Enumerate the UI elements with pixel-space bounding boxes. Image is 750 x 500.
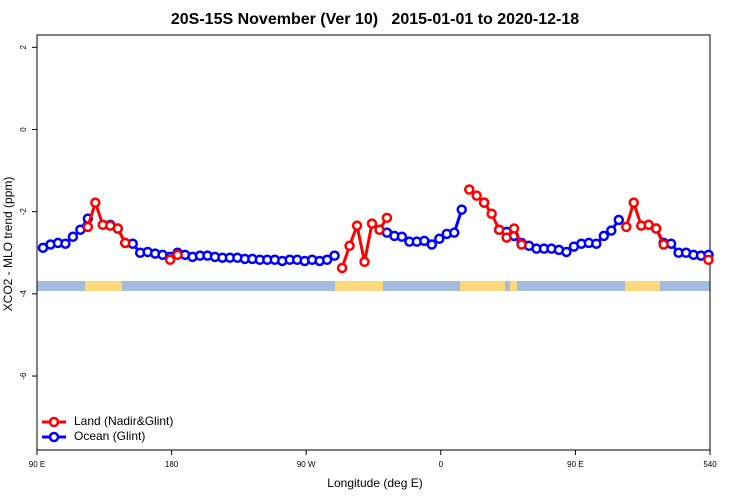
data-point [164, 254, 176, 266]
data-point [359, 256, 370, 268]
data-point [434, 233, 445, 245]
land-strip [625, 281, 660, 291]
legend-marker [48, 416, 60, 428]
y-axis-label: XCO2 - MLO trend (ppm) [1, 177, 15, 312]
data-point [650, 223, 662, 234]
data-point [449, 227, 460, 238]
data-point [366, 218, 378, 229]
legend-marker [48, 431, 60, 443]
data-point [591, 238, 602, 249]
x-tick-label: 90 W [297, 460, 316, 469]
data-point [329, 250, 340, 261]
y-tick-label: -4 [19, 290, 28, 298]
plot-frame [36, 34, 711, 451]
y-tick-label: 2 [19, 45, 28, 50]
land-strip [85, 281, 122, 291]
chart-title: 20S-15S November (Ver 10) 2015-01-01 to … [171, 11, 579, 28]
x-tick-label: 90 E [29, 460, 45, 469]
data-point [493, 224, 505, 236]
data-point [628, 197, 639, 208]
x-tick-label: 180 [165, 460, 179, 469]
data-point [658, 239, 669, 250]
x-tick-label: 90 E [567, 460, 583, 469]
data-point [598, 230, 610, 242]
data-point [501, 232, 512, 243]
y-tick-label: -6 [19, 372, 28, 380]
y-tick-label: -2 [19, 208, 28, 216]
legend-label: Land (Nadir&Glint) [74, 414, 173, 428]
data-point [463, 184, 475, 195]
x-axis-label: Longitude (deg E) [327, 476, 422, 490]
data-point [613, 214, 625, 226]
data-point [374, 224, 385, 236]
data-point [351, 220, 363, 231]
data-point [119, 237, 131, 249]
data-point [516, 239, 527, 250]
data-point [381, 212, 393, 224]
data-point [67, 231, 79, 242]
data-point [471, 190, 482, 201]
data-point [606, 225, 617, 236]
data-point [172, 249, 183, 261]
data-point [60, 238, 71, 249]
data-point [478, 197, 490, 208]
data-point [620, 221, 632, 233]
data-point [112, 223, 124, 234]
data-point [703, 254, 714, 266]
land-strip [460, 281, 505, 291]
data-point [561, 246, 572, 258]
land-strip [510, 281, 517, 291]
data-point [396, 231, 408, 242]
data-point [336, 262, 348, 274]
data-point [486, 208, 497, 219]
data-point [321, 254, 333, 266]
data-point [508, 223, 520, 234]
data-point [82, 221, 94, 233]
surface-strip [37, 281, 710, 291]
land-strip [335, 281, 383, 291]
y-tick-label: 0 [19, 127, 28, 132]
x-tick-label: 0 [439, 460, 444, 469]
data-point [90, 197, 101, 208]
x-tick-label: 540 [703, 460, 717, 469]
data-point [456, 204, 467, 215]
data-point [344, 240, 355, 252]
data-point [426, 239, 438, 250]
legend-label: Ocean (Glint) [74, 429, 145, 443]
